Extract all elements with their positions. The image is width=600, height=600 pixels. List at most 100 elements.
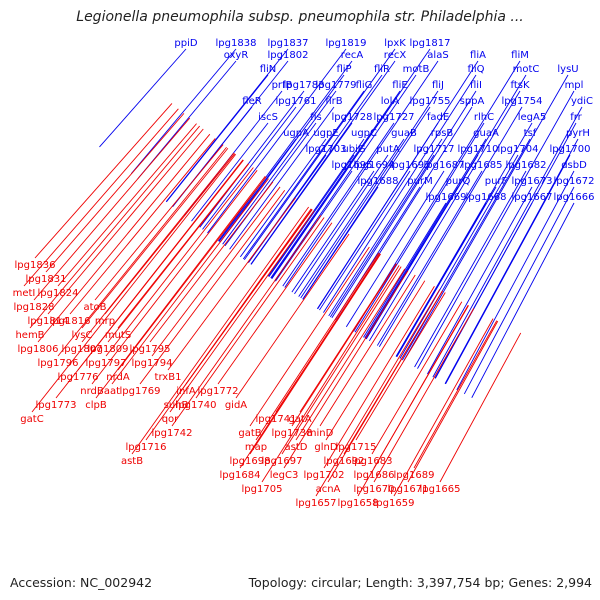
reverse-gene-label: nrdA <box>106 372 130 383</box>
callout-line <box>327 290 443 483</box>
reverse-gene-label: lpg1831 <box>26 274 67 285</box>
callout-line <box>403 74 569 362</box>
forward-gene-label: ppiD <box>174 38 197 49</box>
callout-line <box>195 217 325 399</box>
forward-gene-label: lpg1672 <box>554 176 595 187</box>
callout-line <box>117 176 267 371</box>
callout-line <box>444 138 579 384</box>
callout-line <box>373 308 475 483</box>
forward-gene-label: dsbD <box>561 160 587 171</box>
forward-gene-label: lpg1819 <box>326 38 367 49</box>
forward-gene-label: lpg1700 <box>550 144 591 155</box>
reverse-gene-label: nrdB <box>80 386 104 397</box>
forward-gene-label: lpg1783 <box>284 80 325 91</box>
forward-gene-label: lpg1682 <box>506 160 547 171</box>
callout-line <box>151 186 281 357</box>
forward-gene-label: lpg1717 <box>414 144 455 155</box>
forward-gene-label: lpg1704 <box>498 144 539 155</box>
forward-gene-label: fliI <box>470 80 482 91</box>
reverse-gene-label: qor <box>162 414 179 425</box>
reverse-gene-label: gidA <box>225 400 247 411</box>
reverse-gene-label: map <box>245 442 267 453</box>
callout-line <box>249 253 381 455</box>
summary-label: Topology: circular; Length: 3,397,754 bp… <box>248 575 592 590</box>
forward-gene-label: recX <box>384 50 407 61</box>
forward-gene-label: iscS <box>258 112 278 123</box>
forward-gene-label: lpg1779 <box>316 80 357 91</box>
reverse-gene-label: astD <box>285 442 308 453</box>
callout-line <box>207 48 347 234</box>
forward-gene-label: motC <box>513 64 540 75</box>
forward-gene-label: fleR <box>242 96 261 107</box>
reverse-gene-label: lpg1772 <box>198 386 239 397</box>
reverse-gene-label: gatB <box>238 428 261 439</box>
callout-line <box>235 233 350 399</box>
callout-line <box>434 202 533 379</box>
forward-gene-label: legA5 <box>518 112 546 123</box>
callout-line <box>295 268 406 441</box>
forward-gene-label: fliQ <box>468 64 485 75</box>
forward-gene-label: lpg1667 <box>512 192 553 203</box>
forward-gene-label: frr <box>570 112 582 123</box>
callout-line <box>417 90 575 369</box>
callout-line <box>29 125 200 329</box>
reverse-gene-label: lpg1806 <box>18 344 59 355</box>
callout-line <box>414 170 527 368</box>
callout-line <box>81 147 229 329</box>
reverse-gene-label: lpg1828 <box>14 302 55 313</box>
accession-label: Accession: NC_002942 <box>10 575 153 590</box>
reverse-gene-label: lpg1658 <box>338 498 379 509</box>
callout-line <box>107 163 249 343</box>
forward-gene-label: fliP <box>336 64 351 75</box>
callout-line <box>270 90 401 279</box>
forward-gene-label: fliR <box>374 64 390 75</box>
reverse-gene-label: lpg1742 <box>152 428 193 439</box>
forward-gene-label: lpg1685 <box>462 160 503 171</box>
callout-line <box>130 48 237 174</box>
reverse-gene-label: lpg1705 <box>242 484 283 495</box>
reverse-gene-label: lpg1776 <box>58 372 99 383</box>
reverse-gene-label: lpg1836 <box>15 260 56 271</box>
forward-gene-label: purM <box>407 176 432 187</box>
callout-line <box>294 154 389 295</box>
reverse-gene-label: lpg1795 <box>130 344 171 355</box>
callout-line <box>368 90 521 342</box>
callout-line <box>323 74 477 313</box>
callout-line <box>167 197 296 371</box>
callout-line <box>354 122 485 333</box>
callout-line <box>105 167 254 357</box>
callout-line <box>229 106 335 250</box>
reverse-gene-label: trxB1 <box>155 372 182 383</box>
forward-gene-label: fliJ <box>432 80 444 91</box>
callout-line <box>300 90 439 299</box>
forward-gene-label: lpg1666 <box>554 192 595 203</box>
reverse-gene-label: lpg1807 <box>62 344 103 355</box>
callout-line <box>393 318 494 497</box>
callout-lines <box>23 48 583 497</box>
callout-line <box>271 106 391 279</box>
reverse-gene-label: lpg1671 <box>388 484 429 495</box>
reverse-gene-label: lpg1697 <box>262 456 303 467</box>
reverse-gene-label: lpg1740 <box>176 400 217 411</box>
callout-line <box>23 108 179 287</box>
callout-line <box>299 263 397 413</box>
map-title: Legionella pneumophila subsp. pneumophil… <box>76 9 524 25</box>
callout-line <box>274 74 417 281</box>
forward-gene-label: lpg1693 <box>390 160 431 171</box>
reverse-gene-label: lpg1698 <box>230 456 271 467</box>
reverse-gene-label: gatA <box>288 414 311 425</box>
reverse-gene-label: lpg1814 <box>28 316 69 327</box>
callout-line <box>37 133 211 343</box>
callout-line <box>169 210 315 413</box>
forward-gene-label: lpg1710 <box>458 144 499 155</box>
reverse-gene-label: glnD <box>314 442 337 453</box>
reverse-gene-label: legC3 <box>270 470 299 481</box>
forward-gene-label: ftsK <box>510 80 529 91</box>
callout-line <box>357 304 469 497</box>
callout-line <box>139 190 286 385</box>
reverse-gene-label: lpg1773 <box>36 400 77 411</box>
callout-line <box>316 122 439 309</box>
forward-gene-label: lpg1802 <box>268 50 309 61</box>
callout-line <box>218 138 297 242</box>
